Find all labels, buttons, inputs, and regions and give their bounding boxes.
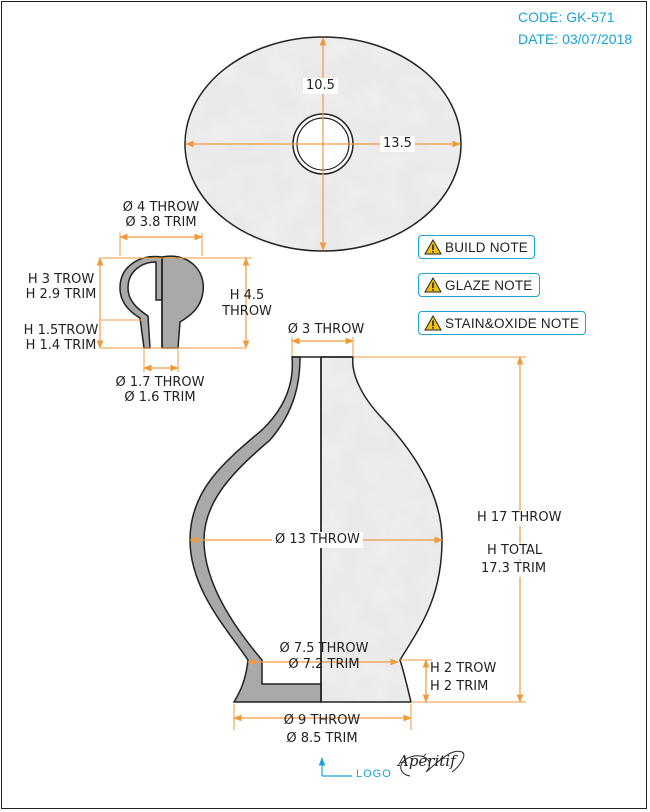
lid-width-label: 13.5 xyxy=(380,136,415,152)
knob-lower-h-throw-label: H 1.5TROW xyxy=(23,323,99,338)
warning-icon xyxy=(424,239,442,255)
vase-neck-dia-label: Ø 3 THROW xyxy=(287,322,365,337)
glaze-note-label: GLAZE NOTE xyxy=(445,277,533,293)
vase-body-dia-label: Ø 13 THROW xyxy=(272,532,363,548)
knob-stem-dia-throw-label: Ø 1.7 THROW xyxy=(115,375,205,390)
build-note-label: BUILD NOTE xyxy=(445,239,529,255)
warning-icon xyxy=(424,315,442,331)
warning-icon xyxy=(424,277,442,293)
knob-section xyxy=(96,233,252,372)
lid-height-label: 10.5 xyxy=(303,78,338,94)
knob-upper-h-trim-label: H 2.9 TRIM xyxy=(25,287,97,302)
vase-base-dia-trim-label: Ø 8.5 TRIM xyxy=(286,731,358,746)
knob-solid-half xyxy=(161,255,204,349)
brand-signature: Apéritif xyxy=(398,752,456,770)
vase-foot-dia-trim-label: Ø 7.2 TRIM xyxy=(288,657,360,672)
knob-top-dia-trim-label: Ø 3.8 TRIM xyxy=(125,215,197,230)
vase-section xyxy=(189,337,526,777)
drawing-date: DATE: 03/07/2018 xyxy=(518,31,633,47)
vase-foot-h-throw-label: H 2 TROW xyxy=(430,661,497,676)
knob-upper-h-throw-label: H 3 TROW xyxy=(27,272,95,287)
vase-height-throw-label: H 17 THROW xyxy=(474,510,565,526)
vase-wall-half xyxy=(189,356,322,703)
logo-label: LOGO xyxy=(356,768,392,780)
knob-stem-dia-trim-label: Ø 1.6 TRIM xyxy=(124,390,196,405)
knob-total-h-label: H 4.5 xyxy=(229,288,265,303)
build-note-button[interactable]: BUILD NOTE xyxy=(418,235,536,259)
glaze-note-button[interactable]: GLAZE NOTE xyxy=(418,273,540,297)
vase-height-total-label: H TOTAL xyxy=(484,543,546,559)
drawing-code: CODE: GK-571 xyxy=(518,9,615,25)
vase-base-dia-throw-label: Ø 9 THROW xyxy=(283,713,361,728)
brand-signature-flourish xyxy=(400,750,465,777)
vase-foot-h-trim-label: H 2 TRIM xyxy=(430,679,489,694)
stain-oxide-note-button[interactable]: STAIN&OXIDE NOTE xyxy=(418,311,587,335)
lid-top-view xyxy=(184,36,462,252)
knob-total-h-throw-label: THROW xyxy=(222,304,272,319)
knob-top-dia-throw-label: Ø 4 THROW xyxy=(122,200,200,215)
stain-oxide-note-label: STAIN&OXIDE NOTE xyxy=(445,315,580,331)
vase-foot-dia-throw-label: Ø 7.5 THROW xyxy=(279,641,369,656)
knob-hollow-half xyxy=(119,255,163,349)
knob-lower-h-trim-label: H 1.4 TRIM xyxy=(25,338,97,353)
vase-height-trim-label: 17.3 TRIM xyxy=(478,561,550,577)
